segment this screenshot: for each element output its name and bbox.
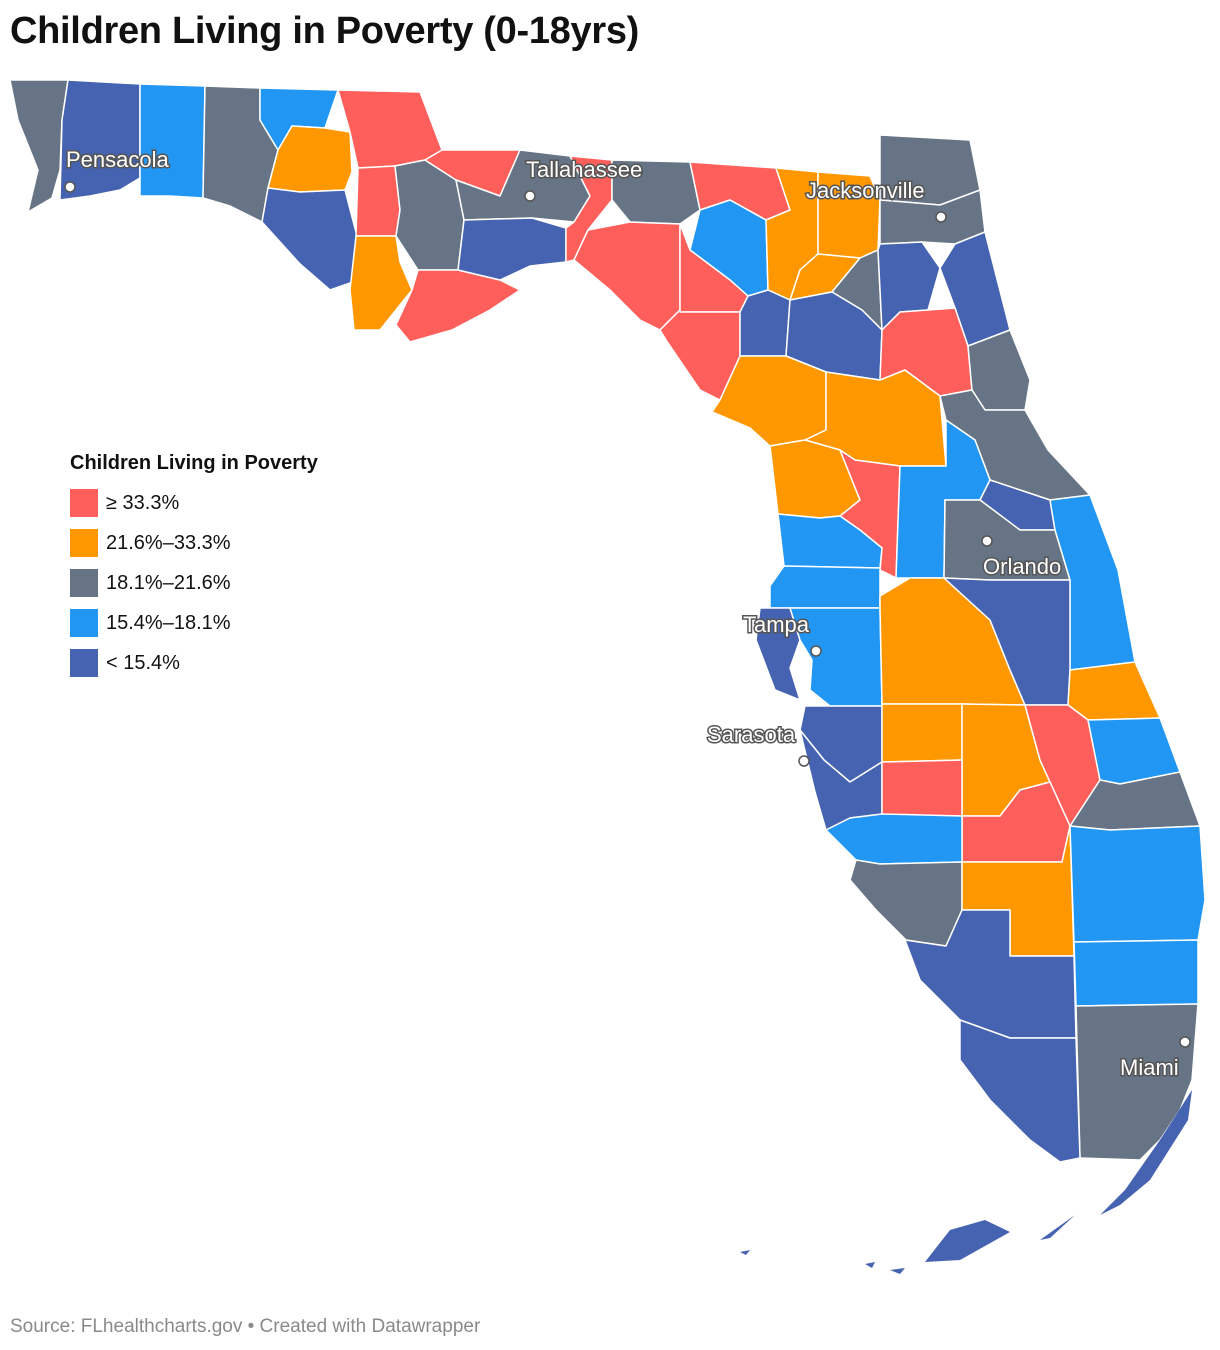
legend-item: 21.6%–33.3% [70,523,318,563]
legend-label: 21.6%–33.3% [106,531,231,554]
county-taylor[interactable] [573,221,681,331]
county-calhoun[interactable] [355,165,401,237]
legend-item: ≥ 33.3% [70,483,318,523]
city-label-tampa: Tampa [743,612,810,637]
legend-swatch [70,649,98,677]
county-palm-beach[interactable] [1069,825,1206,943]
city-dot-jacksonville [935,211,947,223]
county-monroe[interactable] [959,1019,1081,1163]
county-lee[interactable] [849,859,963,947]
legend-label: ≥ 33.3% [106,491,180,514]
legend: Children Living in Poverty ≥ 33.3% 21.6%… [70,452,318,683]
city-label-jacksonville: Jacksonville [806,178,925,203]
county-miami-dade[interactable] [1075,1003,1199,1161]
city-dot-miami [1179,1036,1191,1048]
legend-item: < 15.4% [70,643,318,683]
city-dot-tampa [810,645,822,657]
city-dot-pensacola [64,181,76,193]
legend-label: 15.4%–18.1% [106,611,231,634]
county-escambia[interactable] [9,79,69,213]
city-label-sarasota: Sarasota [707,722,796,747]
county-pasco[interactable] [769,565,881,609]
city-label-tallahassee: Tallahassee [526,157,642,182]
legend-swatch [70,609,98,637]
city-label-pensacola: Pensacola [66,147,170,172]
florida-keys [740,1090,1192,1274]
legend-item: 15.4%–18.1% [70,603,318,643]
legend-item: 18.1%–21.6% [70,563,318,603]
city-dot-tallahassee [524,190,536,202]
county-desoto[interactable] [881,759,963,817]
county-broward[interactable] [1073,939,1199,1007]
city-dot-orlando [981,535,993,547]
county-wakulla[interactable] [457,217,567,281]
city-label-orlando: Orlando [983,554,1061,579]
source-note: Source: FLhealthcharts.gov • Created wit… [10,1316,481,1337]
legend-label: 18.1%–21.6% [106,571,231,594]
legend-swatch [70,569,98,597]
legend-label: < 15.4% [106,651,180,674]
county-okaloosa[interactable] [139,83,206,199]
legend-swatch [70,529,98,557]
legend-title: Children Living in Poverty [70,452,318,474]
city-dot-sarasota [798,755,810,767]
city-label-miami: Miami [1120,1055,1179,1080]
county-franklin[interactable] [395,269,521,343]
county-gilchrist[interactable] [739,289,791,357]
county-charlotte[interactable] [825,813,963,865]
county-gulf[interactable] [349,235,413,331]
county-hardee[interactable] [881,703,963,763]
county-jackson[interactable] [337,89,443,169]
county-bay[interactable] [261,187,358,291]
county-indian-river[interactable] [1067,661,1161,721]
chart-title: Children Living in Poverty (0-18yrs) [10,10,640,52]
legend-swatch [70,489,98,517]
